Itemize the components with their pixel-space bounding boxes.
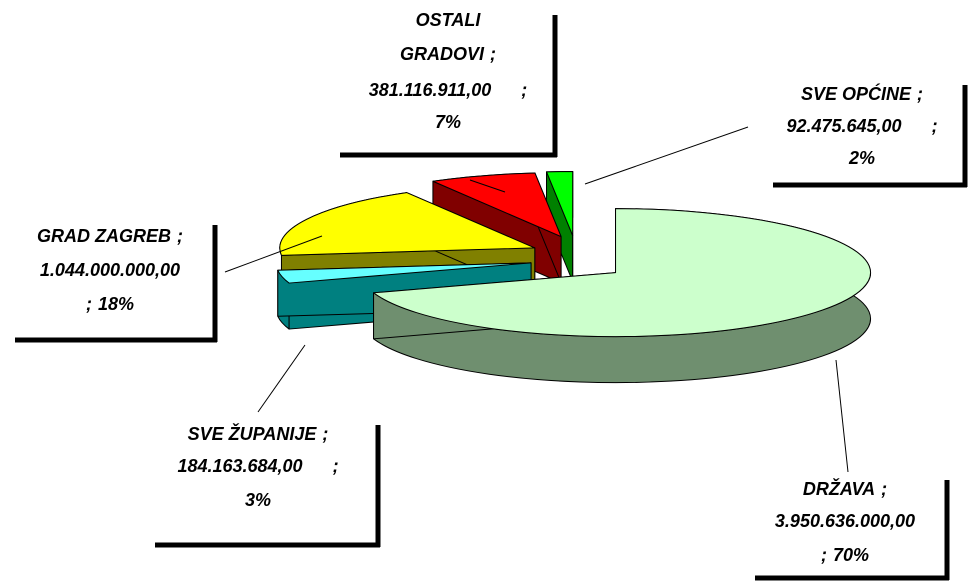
label-part: SVE ŽUPANIJE <box>188 423 318 444</box>
data-label: GRADOVI; <box>400 44 496 64</box>
data-label: 381.116.911,00; <box>369 80 527 100</box>
separator: ; <box>821 545 827 565</box>
label-part: SVE OPĆINE <box>801 83 912 104</box>
separator: ; <box>333 456 339 476</box>
data-label: SVE ŽUPANIJE; <box>188 423 329 444</box>
separator: ; <box>881 479 887 499</box>
data-label: GRAD ZAGREB; <box>37 226 183 246</box>
label-part: GRAD ZAGREB <box>37 226 171 246</box>
data-label: 92.475.645,00; <box>786 116 937 136</box>
data-label: DRŽAVA; <box>803 478 887 499</box>
separator: ; <box>86 294 92 314</box>
slice <box>432 172 562 238</box>
separator: ; <box>917 84 923 104</box>
label-part: DRŽAVA <box>803 478 875 499</box>
separator: ; <box>932 116 938 136</box>
label-part: 2% <box>848 148 875 168</box>
separator: ; <box>322 424 328 444</box>
label-part: 1.044.000.000,00 <box>40 260 180 280</box>
data-label: SVE OPĆINE; <box>801 83 923 104</box>
leader-line <box>224 235 323 273</box>
category-label: GRADOVI <box>400 44 485 64</box>
data-label: 2% <box>848 148 875 168</box>
data-label: 3% <box>245 490 271 510</box>
leader-line <box>257 344 306 413</box>
data-label: 184.163.684,00; <box>177 456 338 476</box>
data-label: ; 18% <box>86 294 134 314</box>
label-part: 381.116.911,00 <box>369 80 491 100</box>
label-part: 70% <box>833 545 869 565</box>
slice <box>279 192 536 256</box>
label-part: 7% <box>435 112 461 132</box>
separator: ; <box>177 226 183 246</box>
data-label: 1.044.000.000,00 <box>40 260 180 280</box>
data-label: 3.950.636.000,00 <box>775 511 915 531</box>
separator: ; <box>490 44 496 64</box>
separator: ; <box>521 80 527 100</box>
data-label: 7% <box>435 112 461 132</box>
leader-line <box>584 126 749 185</box>
label-part: 3.950.636.000,00 <box>775 511 915 531</box>
leader-line <box>469 179 506 193</box>
data-label: OSTALI <box>416 10 482 30</box>
slice <box>373 208 871 338</box>
slice <box>546 171 574 237</box>
label-part: 184.163.684,00 <box>177 456 302 476</box>
slice <box>277 262 532 284</box>
label-part: 18% <box>98 294 134 314</box>
category-label: OSTALI <box>416 10 482 30</box>
leader-line <box>835 359 849 473</box>
data-label: ; 70% <box>821 545 869 565</box>
label-part: 3% <box>245 490 271 510</box>
label-part: 92.475.645,00 <box>786 116 901 136</box>
